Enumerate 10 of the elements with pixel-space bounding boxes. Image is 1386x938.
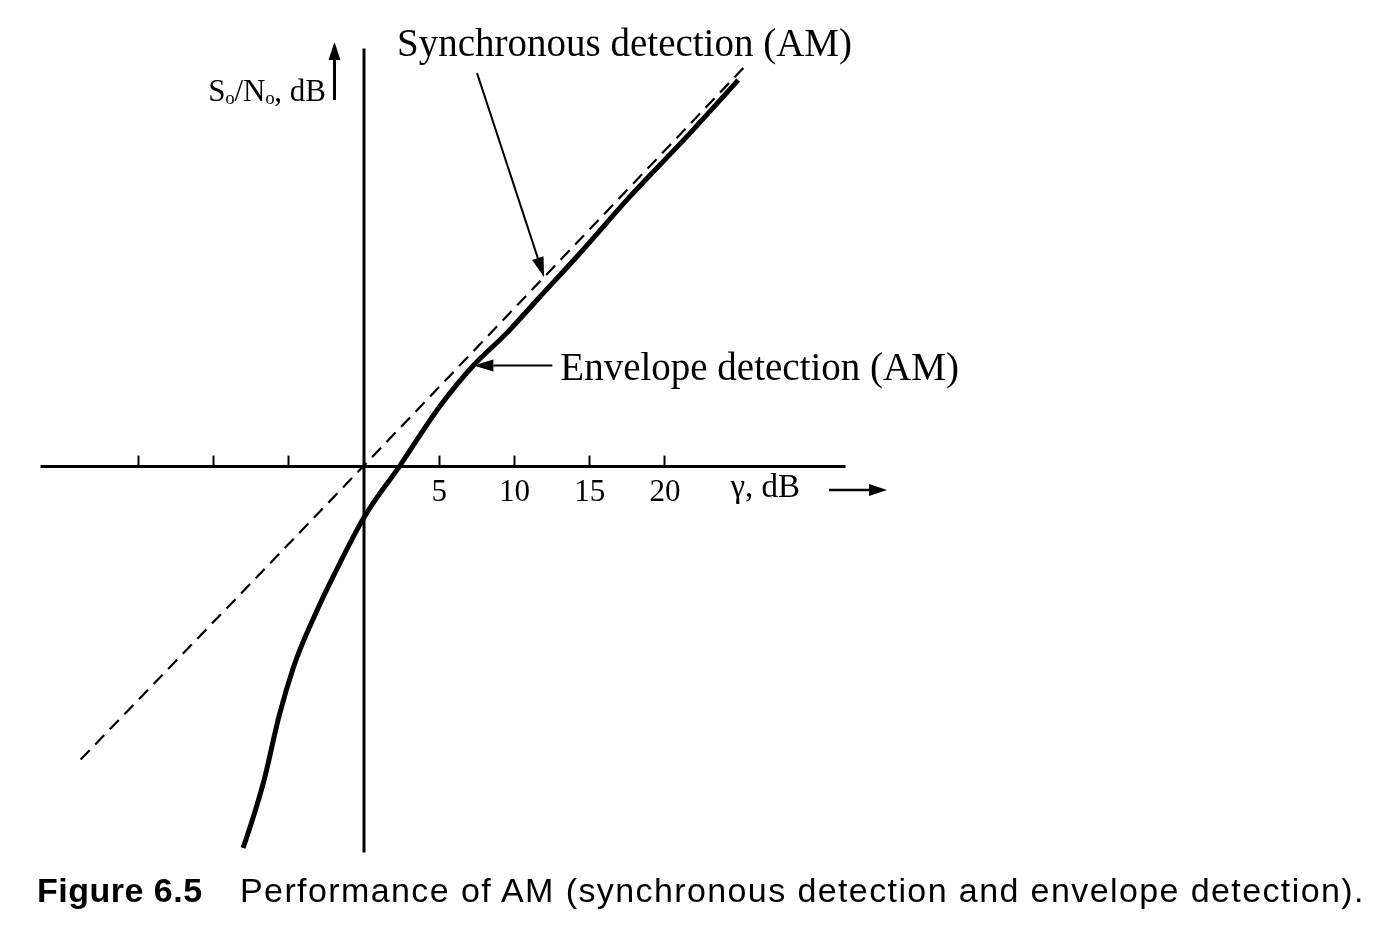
- x-axis-title: γ, dB: [729, 467, 801, 504]
- legend-label: Synchronous detection (AM): [397, 21, 852, 66]
- legend-label: Envelope detection (AM): [560, 344, 959, 389]
- x-tick-label: 5: [431, 472, 447, 508]
- x-tick-label: 20: [649, 472, 681, 508]
- x-tick-label: 10: [498, 472, 530, 508]
- text: Performance of AM (synchronous detection and envelope detection).: [240, 871, 1365, 909]
- x-tick-label: 15: [574, 472, 606, 508]
- y-axis-title: Sₒ/Nₒ, dB: [208, 72, 326, 108]
- caption: Figure 6.5: [37, 871, 204, 910]
